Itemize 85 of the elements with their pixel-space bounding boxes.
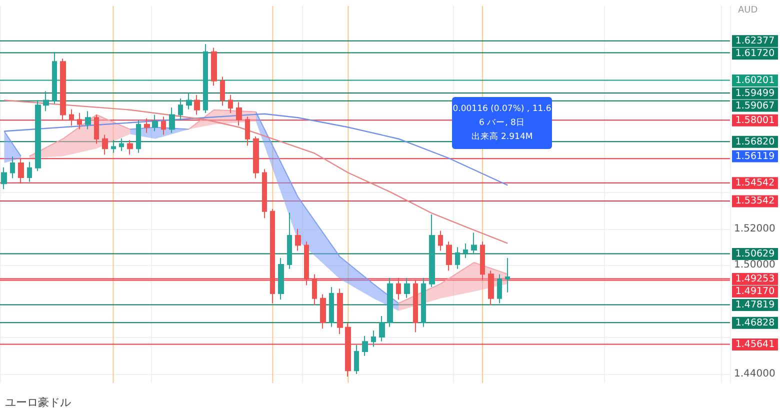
candlestick (60, 58, 66, 121)
candlestick (262, 168, 267, 219)
candlestick (488, 270, 494, 306)
candlestick (362, 335, 368, 356)
candlestick (337, 288, 343, 335)
ref-line-label: 1.50629 (735, 248, 775, 260)
legend-label: 1.49170 (735, 286, 775, 297)
ref-line-label: 1.59499 (735, 88, 775, 99)
candlestick (144, 118, 150, 134)
candlestick (329, 286, 334, 328)
ref-line-label: 1.53542 (735, 196, 775, 207)
ref-line-label: 1.61720 (735, 48, 775, 60)
ref-line-label: 1.62377 (735, 36, 775, 47)
ref-line-label: 1.49253 (735, 273, 775, 284)
candlestick (52, 51, 57, 104)
annotation: 0.00116 (0.07%) , 11.6 (452, 104, 552, 114)
candlestick (404, 277, 410, 298)
ref-line-label: 1.56820 (735, 136, 775, 148)
candlestick (270, 208, 275, 304)
candlestick (480, 241, 485, 280)
candlestick (69, 108, 74, 126)
candlestick (421, 277, 426, 328)
candlestick (497, 274, 502, 304)
candlestick (35, 100, 41, 172)
ref-line-label: 1.54542 (735, 178, 775, 189)
candlestick (471, 232, 477, 255)
candlestick (152, 114, 158, 132)
candlestick (387, 277, 393, 328)
candlestick (505, 257, 510, 293)
candlestick (77, 112, 82, 130)
candlestick (211, 47, 217, 86)
ref-line-label: 1.59067 (735, 100, 775, 112)
text: 1.56119 (735, 150, 775, 162)
y-tick-label: 1.50000 (734, 260, 776, 271)
candlestick (136, 120, 141, 154)
candlestick (102, 134, 108, 156)
candlestick (295, 228, 301, 252)
candlestick (320, 294, 326, 330)
ref-line-label: 1.47819 (735, 299, 775, 310)
candlestick (94, 114, 99, 144)
candlestick (1, 166, 7, 190)
candlestick (371, 330, 376, 348)
text: ユーロ豪ドル (5, 396, 71, 409)
candlestick (203, 44, 208, 114)
ref-line-label: 1.60201 (735, 75, 775, 86)
candlestick (253, 136, 259, 179)
annotation: 6 バー, 8日 (479, 118, 525, 128)
candlestick (119, 138, 124, 152)
candlestick (304, 241, 309, 286)
candlestick (10, 156, 15, 179)
candlestick (194, 94, 200, 116)
candlestick (161, 116, 166, 136)
y-tick-label: 1.52000 (734, 223, 776, 234)
candlestick (463, 242, 468, 258)
candlestick (236, 102, 242, 126)
candlestick (178, 98, 183, 121)
candlestick (312, 274, 317, 306)
candlestick (438, 230, 443, 252)
ref-line-label: 1.46828 (735, 317, 775, 328)
candlestick (287, 212, 292, 270)
candlestick (345, 322, 351, 378)
candlestick (43, 90, 49, 112)
candlestick (455, 246, 460, 270)
candlestick (446, 241, 452, 272)
candlestick (220, 76, 225, 106)
candlestick (27, 161, 32, 182)
candlestick (379, 315, 385, 342)
candlestick (186, 92, 192, 110)
annotation: 出来高 2.914M (471, 131, 533, 142)
candlestick (85, 110, 91, 130)
candlestick (278, 257, 284, 300)
candlestick (429, 214, 435, 288)
candlestick (413, 279, 418, 333)
candlestick (228, 94, 233, 114)
candlestick (354, 344, 359, 374)
candlestick (18, 158, 24, 184)
y-axis-title: AUD (738, 6, 758, 16)
candlestick (169, 107, 175, 134)
candlestick (396, 277, 401, 300)
candlestick (127, 140, 133, 156)
y-tick-label: 1.44000 (734, 368, 776, 380)
candlestick (245, 116, 250, 146)
ref-line-label: 1.58001 (735, 114, 775, 126)
ref-line-label: 1.45641 (735, 338, 775, 350)
candlestick (111, 140, 116, 154)
